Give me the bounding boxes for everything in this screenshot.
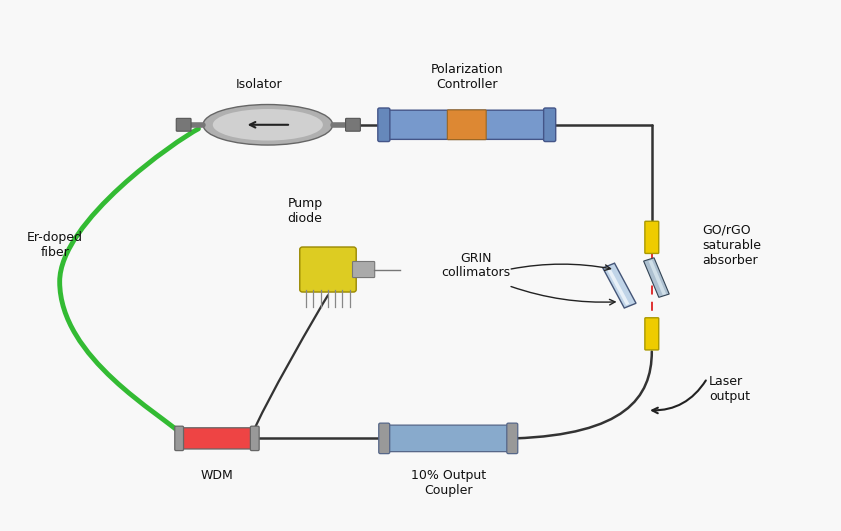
FancyBboxPatch shape — [645, 221, 659, 253]
Text: Isolator: Isolator — [235, 78, 282, 91]
Text: Polarization
Controller: Polarization Controller — [431, 63, 503, 91]
Text: WDM: WDM — [201, 469, 233, 482]
FancyBboxPatch shape — [175, 426, 183, 451]
Text: 10% Output
Coupler: 10% Output Coupler — [410, 469, 486, 497]
FancyBboxPatch shape — [181, 428, 253, 449]
FancyBboxPatch shape — [645, 318, 659, 350]
Text: Er-doped
fiber: Er-doped fiber — [27, 232, 83, 260]
Text: Pump
diode: Pump diode — [288, 198, 322, 225]
FancyBboxPatch shape — [507, 423, 518, 453]
Text: GRIN
collimators: GRIN collimators — [442, 252, 510, 279]
FancyBboxPatch shape — [543, 108, 556, 142]
Polygon shape — [603, 263, 636, 308]
FancyBboxPatch shape — [299, 247, 357, 292]
Ellipse shape — [203, 105, 332, 145]
Ellipse shape — [213, 109, 323, 141]
FancyBboxPatch shape — [387, 425, 510, 452]
Polygon shape — [606, 266, 629, 305]
FancyBboxPatch shape — [387, 110, 547, 139]
FancyBboxPatch shape — [346, 118, 360, 131]
Text: GO/rGO
saturable
absorber: GO/rGO saturable absorber — [703, 224, 762, 267]
FancyBboxPatch shape — [378, 108, 390, 142]
FancyBboxPatch shape — [447, 110, 486, 140]
FancyBboxPatch shape — [378, 423, 389, 453]
Polygon shape — [643, 258, 669, 297]
FancyBboxPatch shape — [352, 261, 375, 278]
Polygon shape — [648, 260, 666, 295]
FancyBboxPatch shape — [251, 426, 259, 451]
FancyBboxPatch shape — [177, 118, 191, 131]
Text: Laser
output: Laser output — [709, 374, 750, 402]
